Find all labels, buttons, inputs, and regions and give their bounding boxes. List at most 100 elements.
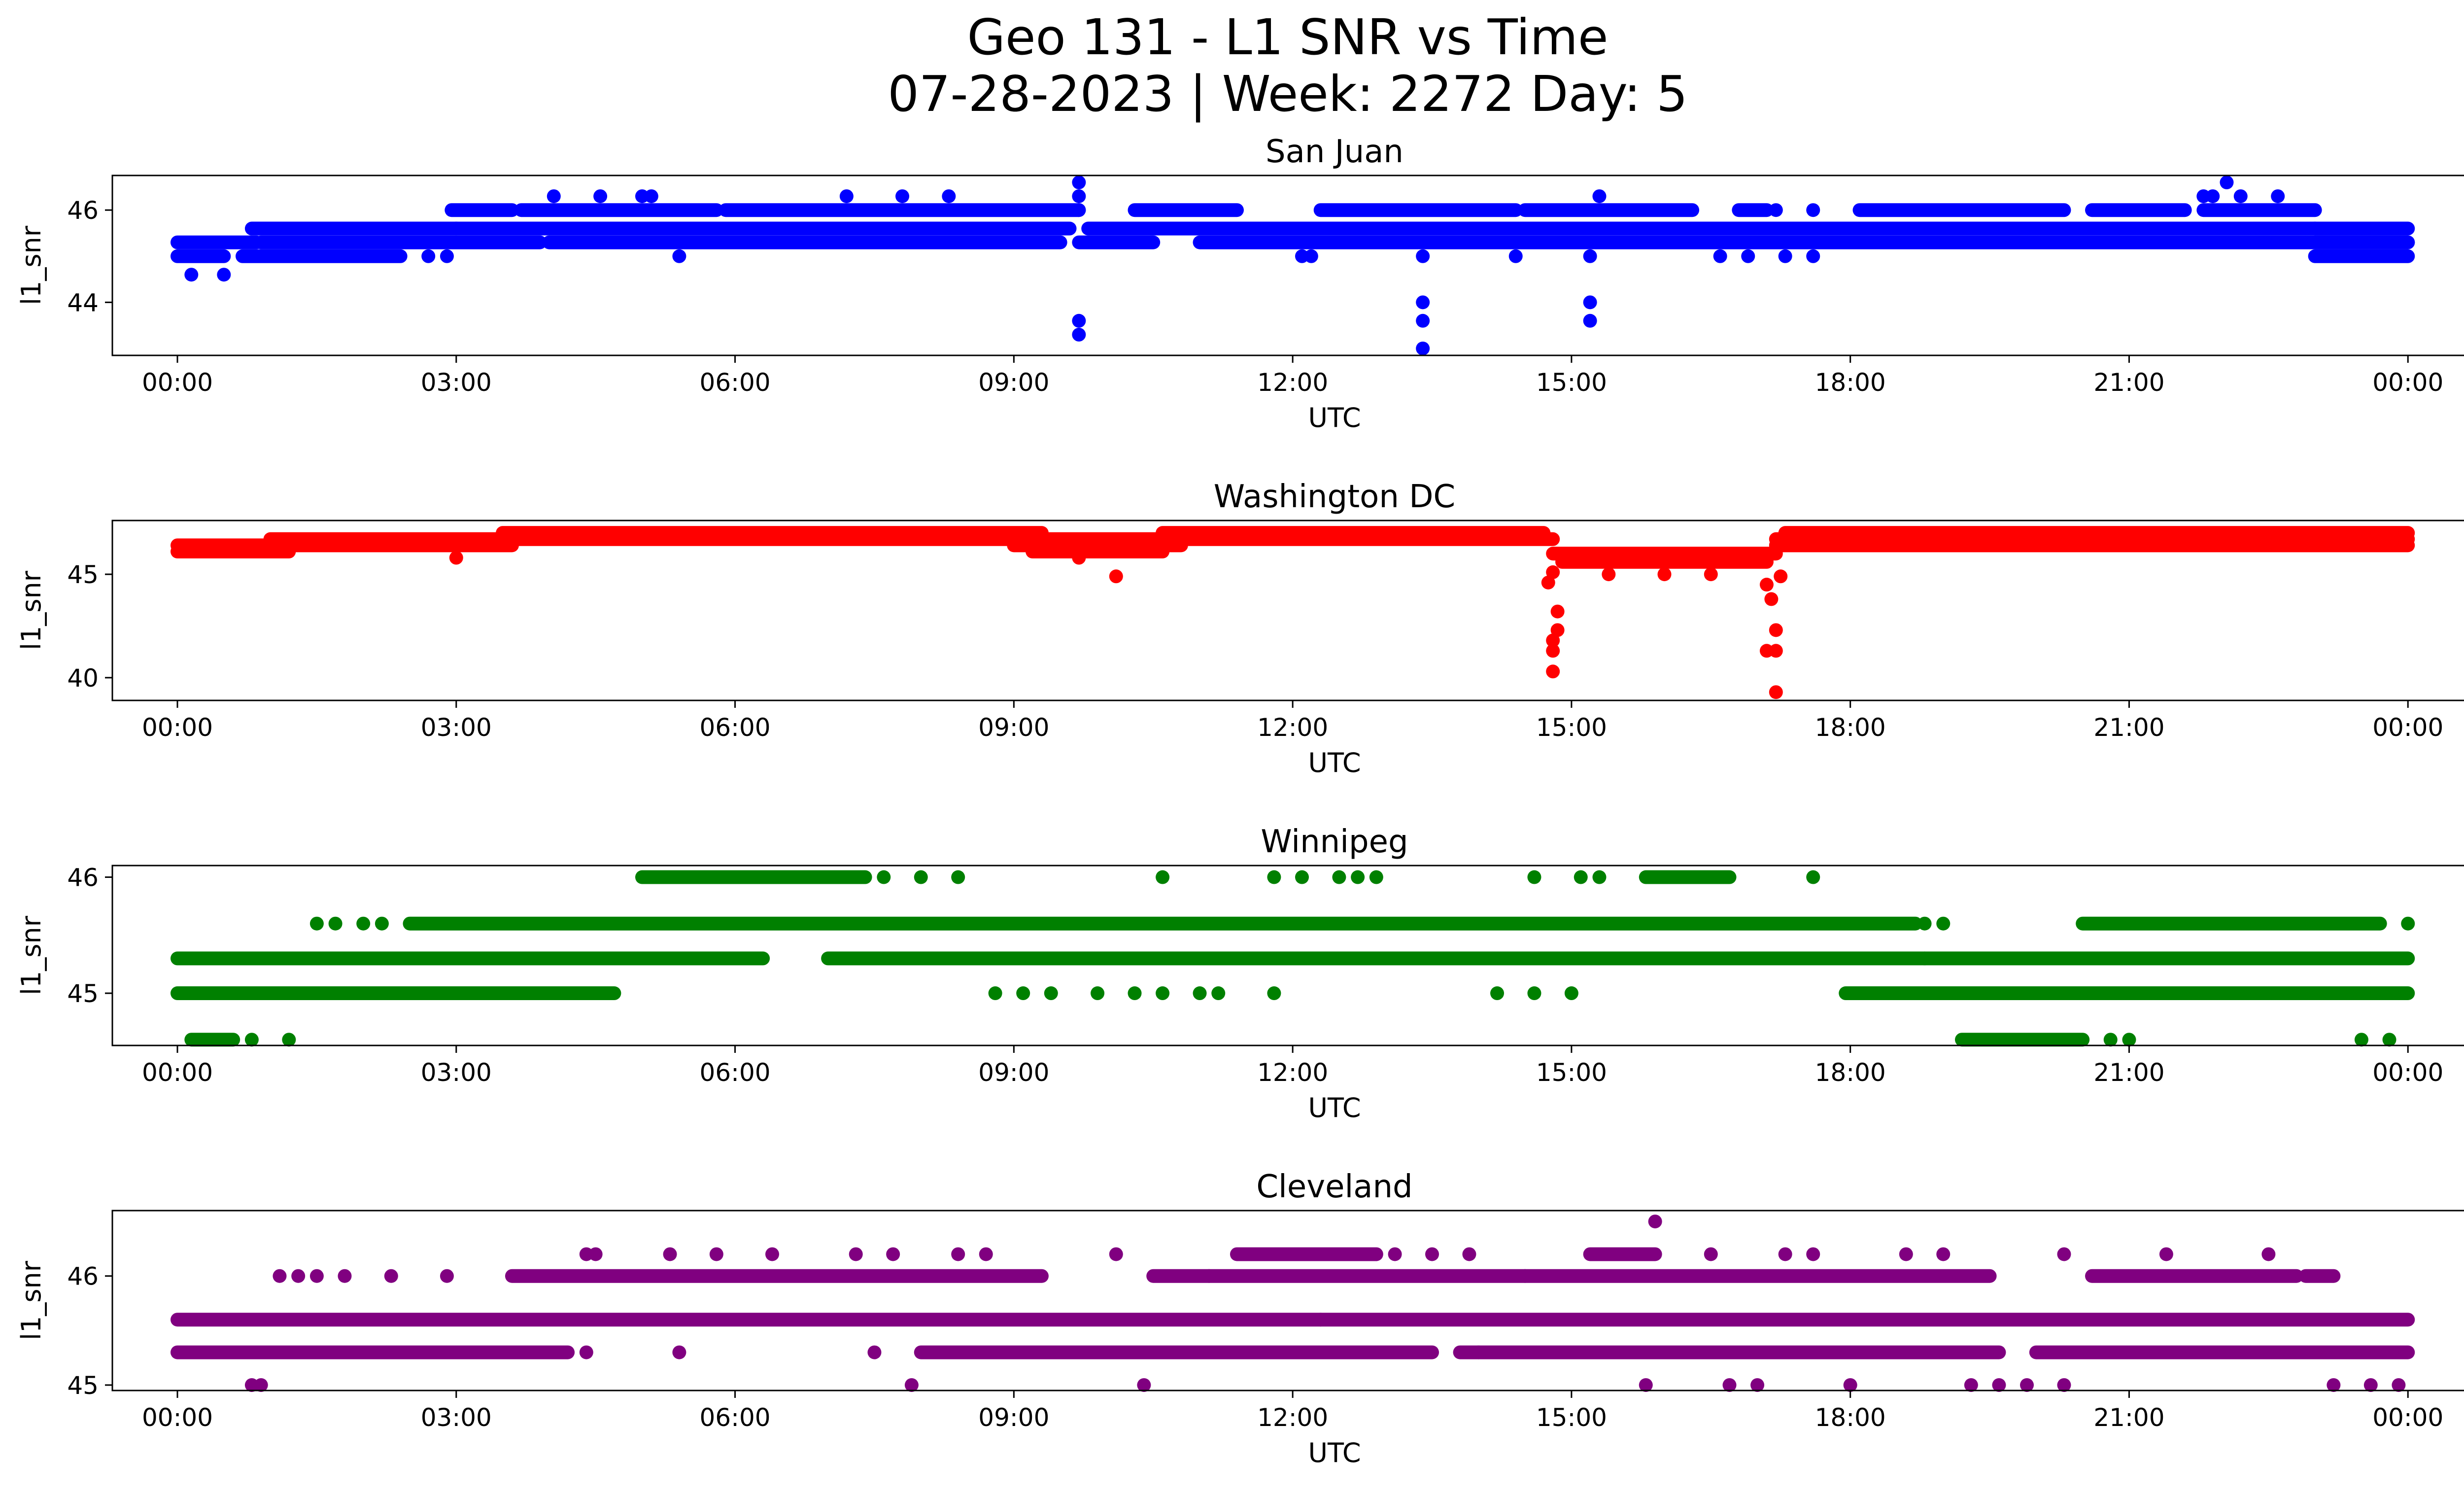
data-point-23 xyxy=(1295,870,1309,884)
point-band-1-1 xyxy=(1313,1313,2415,1327)
data-point-6 xyxy=(1550,623,1565,637)
data-point-9 xyxy=(1546,664,1560,679)
data-point-21 xyxy=(1156,870,1170,884)
point-band-5-0 xyxy=(1555,555,1774,569)
data-point-13 xyxy=(1072,189,1086,204)
data-point-0 xyxy=(184,268,199,282)
subplot-title: San Juan xyxy=(1266,134,1403,170)
data-point-2 xyxy=(273,1269,287,1283)
x-tick-label: 21:00 xyxy=(2093,713,2164,742)
data-points xyxy=(171,1215,2415,1392)
data-point-35 xyxy=(2354,1033,2368,1047)
x-tick-label: 06:00 xyxy=(700,368,771,397)
point-band-0-0 xyxy=(171,1345,575,1359)
data-point-11 xyxy=(663,1247,677,1261)
data-point-4 xyxy=(356,916,371,931)
x-tick-label: 00:00 xyxy=(2372,1403,2443,1432)
data-point-39 xyxy=(1964,1378,1978,1392)
y-tick-label: 45 xyxy=(67,1371,99,1400)
point-band-2-1 xyxy=(1146,1269,1997,1283)
x-tick-label: 18:00 xyxy=(1815,368,1886,397)
data-point-13 xyxy=(1759,578,1774,592)
point-band-3-2 xyxy=(1778,526,2415,540)
data-point-30 xyxy=(1806,870,1820,884)
data-point-28 xyxy=(1574,870,1588,884)
y-tick-label: 45 xyxy=(67,979,99,1008)
subplot-title: Cleveland xyxy=(1256,1169,1412,1205)
data-point-38 xyxy=(2271,189,2285,204)
x-axis-label: UTC xyxy=(1308,402,1361,433)
data-point-12 xyxy=(1704,567,1718,582)
data-point-45 xyxy=(2261,1247,2276,1261)
data-point-32 xyxy=(1769,203,1783,217)
point-band-0-0 xyxy=(184,1033,240,1047)
x-tick-label: 09:00 xyxy=(978,1403,1049,1432)
data-point-30 xyxy=(1639,1378,1653,1392)
y-axis-label: l1_snr xyxy=(16,225,47,305)
y-axis-label: l1_snr xyxy=(16,570,47,650)
data-point-48 xyxy=(2392,1378,2406,1392)
point-band-3-0 xyxy=(254,235,547,249)
data-point-20 xyxy=(979,1247,993,1261)
x-tick-label: 21:00 xyxy=(2093,368,2164,397)
data-point-9 xyxy=(1091,986,1105,1001)
data-point-18 xyxy=(1769,685,1783,699)
data-point-40 xyxy=(1992,1378,2006,1392)
point-band-4-4 xyxy=(1313,203,1523,217)
point-band-1-1 xyxy=(1839,986,2415,1001)
subplot-title: Winnipeg xyxy=(1261,824,1408,860)
data-point-35 xyxy=(2206,189,2220,204)
data-point-11 xyxy=(1657,567,1672,582)
data-point-5 xyxy=(338,1269,352,1283)
point-band-3-0 xyxy=(403,916,1922,931)
data-point-12 xyxy=(1072,175,1086,190)
data-point-17 xyxy=(867,1345,882,1359)
data-point-31 xyxy=(1704,1247,1718,1261)
point-band-1-0 xyxy=(171,1313,1328,1327)
x-tick-label: 18:00 xyxy=(1815,1403,1886,1432)
data-point-32 xyxy=(1936,916,1951,931)
data-point-10 xyxy=(579,1345,593,1359)
data-point-26 xyxy=(1583,313,1597,328)
data-point-22 xyxy=(1416,341,1430,355)
figure-title-line-1: Geo 131 - L1 SNR vs Time xyxy=(967,8,1608,66)
data-point-28 xyxy=(1713,249,1727,263)
data-point-36 xyxy=(2220,175,2234,190)
point-band-0-2 xyxy=(1453,1345,2006,1359)
data-points xyxy=(171,870,2415,1047)
data-point-16 xyxy=(1769,623,1783,637)
data-point-21 xyxy=(1416,313,1430,328)
data-point-1 xyxy=(254,1378,268,1392)
data-point-5 xyxy=(375,916,389,931)
subplot-2: Washington DC 00:00 03:00 06:00 09:00 12:00 15… xyxy=(16,479,2464,778)
data-point-43 xyxy=(2057,1247,2071,1261)
data-point-33 xyxy=(2103,1033,2118,1047)
data-point-14 xyxy=(1072,203,1086,217)
data-point-3 xyxy=(440,249,454,263)
x-tick-label: 15:00 xyxy=(1536,713,1607,742)
x-tick-label: 12:00 xyxy=(1257,713,1328,742)
data-point-34 xyxy=(1778,1247,1792,1261)
point-band-0-0 xyxy=(171,235,264,249)
axes-frame xyxy=(111,865,2464,1046)
data-point-8 xyxy=(1044,986,1058,1001)
data-point-14 xyxy=(1267,986,1281,1001)
point-band-4-1 xyxy=(1639,870,1737,884)
data-point-31 xyxy=(1917,916,1932,931)
x-tick-label: 03:00 xyxy=(421,713,492,742)
data-point-15 xyxy=(849,1247,863,1261)
data-point-24 xyxy=(1388,1247,1402,1261)
data-point-41 xyxy=(2020,1378,2034,1392)
data-point-8 xyxy=(1546,644,1560,658)
x-axis-label: UTC xyxy=(1308,1092,1361,1123)
point-band-4-0 xyxy=(635,870,872,884)
point-band-4-3 xyxy=(1128,203,1244,217)
data-point-10 xyxy=(1602,567,1616,582)
data-point-38 xyxy=(1917,951,1932,966)
data-point-42 xyxy=(2057,1378,2071,1392)
data-point-9 xyxy=(839,189,854,204)
point-band-2-1 xyxy=(821,951,2415,966)
data-point-26 xyxy=(1462,1247,1476,1261)
subplot-panels: San Juan 00:00 03:00 06:00 09:00 12:00 15:00 18… xyxy=(16,134,2464,1468)
data-point-4 xyxy=(309,1269,324,1283)
